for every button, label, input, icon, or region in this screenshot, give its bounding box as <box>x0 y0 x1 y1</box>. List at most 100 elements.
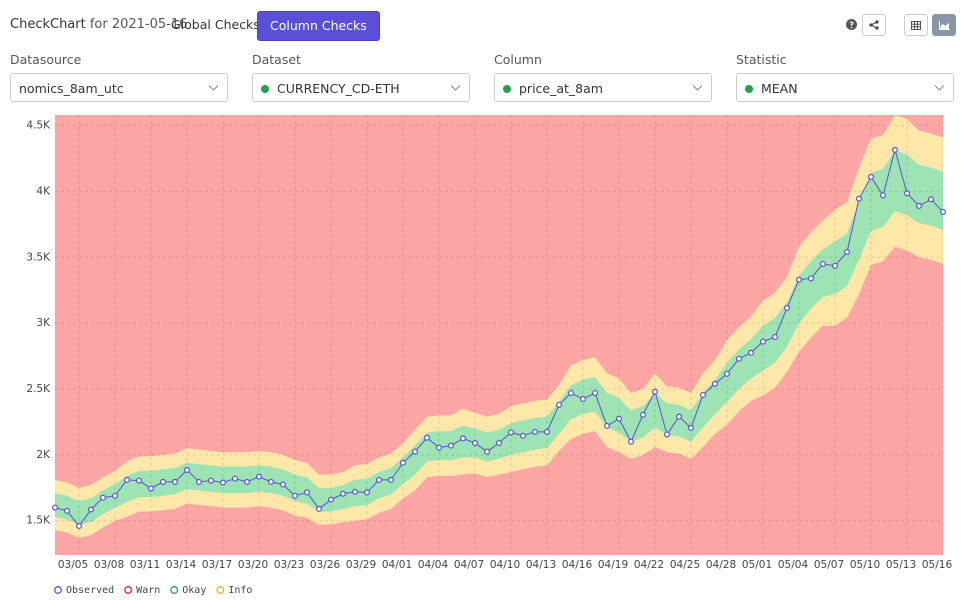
table-view-button[interactable] <box>904 14 928 36</box>
legend-marker <box>54 586 62 594</box>
x-tick-label: 05/07 <box>814 559 844 571</box>
observed-point <box>699 391 706 398</box>
y-tick-label: 3.5K <box>26 251 51 263</box>
observed-point <box>555 401 562 408</box>
x-tick-label: 03/17 <box>202 559 232 571</box>
tab[interactable]: Global Checks <box>171 17 260 32</box>
observed-point <box>735 355 742 362</box>
observed-point <box>87 506 94 513</box>
legend-marker <box>124 586 133 594</box>
observed-point <box>831 262 838 269</box>
observed-point <box>639 411 646 418</box>
y-tick-label: 3K <box>36 317 51 329</box>
statistic-select[interactable]: MEAN <box>736 73 954 102</box>
observed-point <box>388 476 395 483</box>
x-tick-label: 04/01 <box>382 559 412 571</box>
observed-point <box>436 444 443 451</box>
observed-point <box>519 432 526 439</box>
spacer <box>890 14 900 36</box>
observed-point <box>208 477 215 484</box>
top-bar: CheckChart for 2021-05-16 Global Checks … <box>0 0 968 50</box>
observed-point <box>340 490 347 497</box>
table-icon <box>911 20 921 30</box>
select-value: nomics_8am_utc <box>19 81 124 96</box>
app-name: CheckChart <box>10 17 86 32</box>
observed-point <box>232 475 239 482</box>
observed-point <box>531 428 538 435</box>
observed-point <box>807 275 814 282</box>
observed-point <box>567 389 574 396</box>
y-tick-label: 2.5K <box>26 383 51 395</box>
observed-point <box>172 478 179 485</box>
observed-point <box>543 428 550 435</box>
legend-marker <box>170 586 179 594</box>
observed-point <box>304 489 311 496</box>
observed-point <box>903 190 910 197</box>
select-value: MEAN <box>761 81 798 96</box>
x-tick-label: 05/10 <box>850 559 880 571</box>
observed-point <box>651 388 658 395</box>
x-tick-label: 04/04 <box>418 559 449 571</box>
observed-point <box>891 146 898 153</box>
observed-point <box>316 505 323 512</box>
x-tick-label: 04/22 <box>634 559 664 571</box>
datasource-select[interactable]: nomics_8am_utc <box>10 73 228 102</box>
share-icon <box>869 20 879 30</box>
observed-point <box>819 260 826 267</box>
status-dot <box>261 85 269 93</box>
observed-point <box>687 424 694 431</box>
observed-point <box>256 473 263 480</box>
observed-point <box>496 440 503 447</box>
y-tick-label: 4K <box>36 185 51 197</box>
y-tick-label: 1.5K <box>26 515 51 527</box>
share-button[interactable] <box>862 14 886 36</box>
tab-active[interactable]: Column Checks <box>257 11 380 41</box>
observed-point <box>280 481 287 488</box>
observed-point <box>855 195 862 202</box>
observed-point <box>603 422 610 429</box>
observed-point <box>400 459 407 466</box>
observed-point <box>927 196 934 203</box>
observed-point <box>268 478 275 485</box>
dataset-select[interactable]: CURRENCY_CD-ETH <box>252 73 470 102</box>
observed-point <box>579 395 586 402</box>
observed-point <box>244 478 251 485</box>
x-tick-label: 03/14 <box>166 559 197 571</box>
observed-point <box>675 413 682 420</box>
observed-point <box>783 304 790 311</box>
observed-point <box>460 435 467 442</box>
x-tick-label: 04/28 <box>706 559 736 571</box>
x-tick-label: 03/05 <box>58 559 88 571</box>
x-tick-label: 04/13 <box>526 559 556 571</box>
chart-icon <box>938 20 950 30</box>
observed-point <box>75 523 82 530</box>
observed-point <box>136 477 143 484</box>
observed-point <box>220 479 227 486</box>
x-tick-label: 04/25 <box>670 559 700 571</box>
toolbar <box>844 14 956 36</box>
chevron <box>692 85 703 91</box>
observed-point <box>328 496 335 503</box>
chart-view-button[interactable] <box>932 14 956 36</box>
observed-point <box>352 488 359 495</box>
x-tick-label: 04/16 <box>562 559 593 571</box>
chevron <box>450 85 461 91</box>
x-tick-label: 05/01 <box>742 559 772 571</box>
legend-label: Observed <box>66 585 114 596</box>
help-button[interactable] <box>844 14 858 34</box>
column-select[interactable]: price_at_8am <box>494 73 712 102</box>
observed-point <box>759 338 766 345</box>
observed-point <box>795 276 802 283</box>
observed-point <box>867 173 874 180</box>
x-tick-label: 03/26 <box>310 559 341 571</box>
observed-point <box>843 249 850 256</box>
observed-point <box>771 333 778 340</box>
observed-point <box>747 349 754 356</box>
observed-point <box>879 192 886 199</box>
observed-point <box>160 478 167 485</box>
status-dot <box>503 85 511 93</box>
observed-point <box>99 494 106 501</box>
chevron <box>934 85 945 91</box>
observed-point <box>148 485 155 492</box>
observed-point <box>711 380 718 387</box>
